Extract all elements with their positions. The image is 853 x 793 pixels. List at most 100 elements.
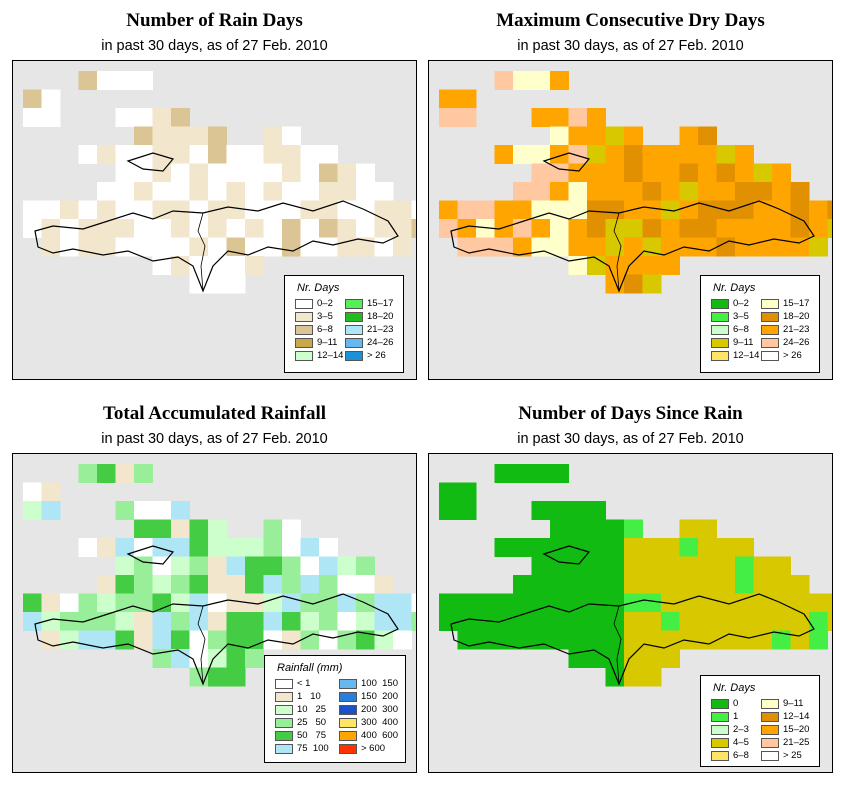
grid-cell [263, 200, 283, 220]
grid-cell [587, 519, 606, 539]
legend-label: 0–2 [317, 298, 333, 309]
grid-cell [661, 649, 680, 668]
grid-cell [494, 538, 514, 557]
grid-cell [263, 237, 283, 257]
grid-cell [208, 538, 227, 557]
grid-cell [245, 612, 264, 631]
grid-cell [300, 575, 320, 594]
legend-label: 1 10 [297, 691, 321, 702]
grid-cell [735, 219, 754, 238]
grid-cell [679, 200, 699, 220]
legend-item: 0–2 [711, 298, 749, 309]
grid-cell [78, 71, 98, 90]
grid-cell [753, 182, 773, 201]
grid-cell [78, 145, 98, 164]
grid-cell [624, 182, 643, 201]
grid-cell [698, 145, 717, 164]
grid-cell [97, 219, 116, 238]
grid-cell [208, 575, 227, 594]
grid-cell [753, 593, 773, 613]
grid-cell [531, 464, 551, 483]
legend-swatch [295, 337, 313, 348]
grid-cell [411, 219, 416, 238]
grid-cell [226, 200, 246, 220]
grid-cell [587, 126, 606, 146]
legend-label: < 1 [297, 678, 311, 689]
grid-cell [115, 464, 135, 483]
grid-cell [97, 593, 116, 613]
grid-cell [531, 237, 551, 257]
grid-cell [624, 274, 643, 294]
grid-cell [679, 556, 699, 576]
grid-cell [245, 145, 264, 164]
grid-cell [531, 108, 551, 127]
grid-cell [605, 630, 625, 650]
grid-cell [772, 630, 791, 650]
grid-cell [356, 556, 375, 576]
grid-cell [661, 556, 680, 576]
grid-cell [494, 219, 514, 238]
legend-item: 6–8 [711, 750, 749, 761]
grid-cell [513, 200, 532, 220]
grid-cell [827, 219, 832, 238]
grid-cell [41, 200, 61, 220]
map-rain-days [23, 71, 416, 294]
grid-cell [476, 237, 495, 257]
grid-cell [605, 575, 625, 594]
legend-label: 2–3 [733, 724, 749, 735]
map-days-since-rain [439, 464, 832, 687]
grid-cell [716, 219, 736, 238]
grid-cell [698, 556, 717, 576]
grid-cell [208, 219, 227, 238]
country-border [613, 212, 622, 292]
legend-item: 18–20 [345, 311, 393, 322]
legend-item: 15–17 [761, 298, 809, 309]
legend-label: 18–20 [367, 311, 394, 322]
grid-cell [152, 538, 172, 557]
grid-cell [171, 163, 190, 183]
grid-cell [809, 200, 828, 220]
grid-cell [134, 71, 153, 90]
legend-swatch [339, 743, 357, 754]
grid-cell [60, 630, 79, 650]
grid-cell [115, 182, 135, 201]
grid-cell [319, 612, 338, 631]
grid-cell [134, 556, 153, 576]
grid-cell [439, 108, 458, 127]
grid-cell [679, 182, 699, 201]
grid-cell [60, 593, 79, 613]
grid-cell [568, 612, 588, 631]
grid-cell [393, 200, 412, 220]
grid-cell [568, 145, 588, 164]
grid-cell [208, 274, 227, 294]
grid-cell [134, 237, 153, 257]
grid-cell [587, 219, 606, 238]
legend-item: 50 75 [275, 730, 326, 741]
legend: Rainfall (mm) < 1 1 10 10 25 25 50 50 75 75 1… [264, 655, 406, 763]
legend-swatch [345, 311, 363, 322]
grid-cell [319, 630, 338, 650]
legend-item: 3–5 [295, 311, 333, 322]
grid-cell [41, 501, 61, 520]
grid-cell [753, 219, 773, 238]
grid-cell [245, 256, 264, 275]
grid-cell [134, 575, 153, 594]
grid-cell [97, 538, 116, 557]
grid-cell [393, 630, 412, 650]
legend-label: 9–11 [317, 337, 338, 348]
grid-cell [587, 575, 606, 594]
legend-item: 21–23 [761, 324, 809, 335]
legend-label: 4–5 [733, 737, 749, 748]
grid-cell [356, 612, 375, 631]
grid-cell [513, 630, 532, 650]
legend-item: > 600 [339, 743, 385, 754]
grid-cell [245, 182, 264, 201]
grid-cell [356, 163, 375, 183]
grid-cell [282, 593, 301, 613]
grid-cell [134, 538, 153, 557]
grid-cell [97, 630, 116, 650]
grid-cell [531, 612, 551, 631]
grid-cell [337, 593, 357, 613]
grid-cell [152, 163, 172, 183]
grid-cell [494, 593, 514, 613]
